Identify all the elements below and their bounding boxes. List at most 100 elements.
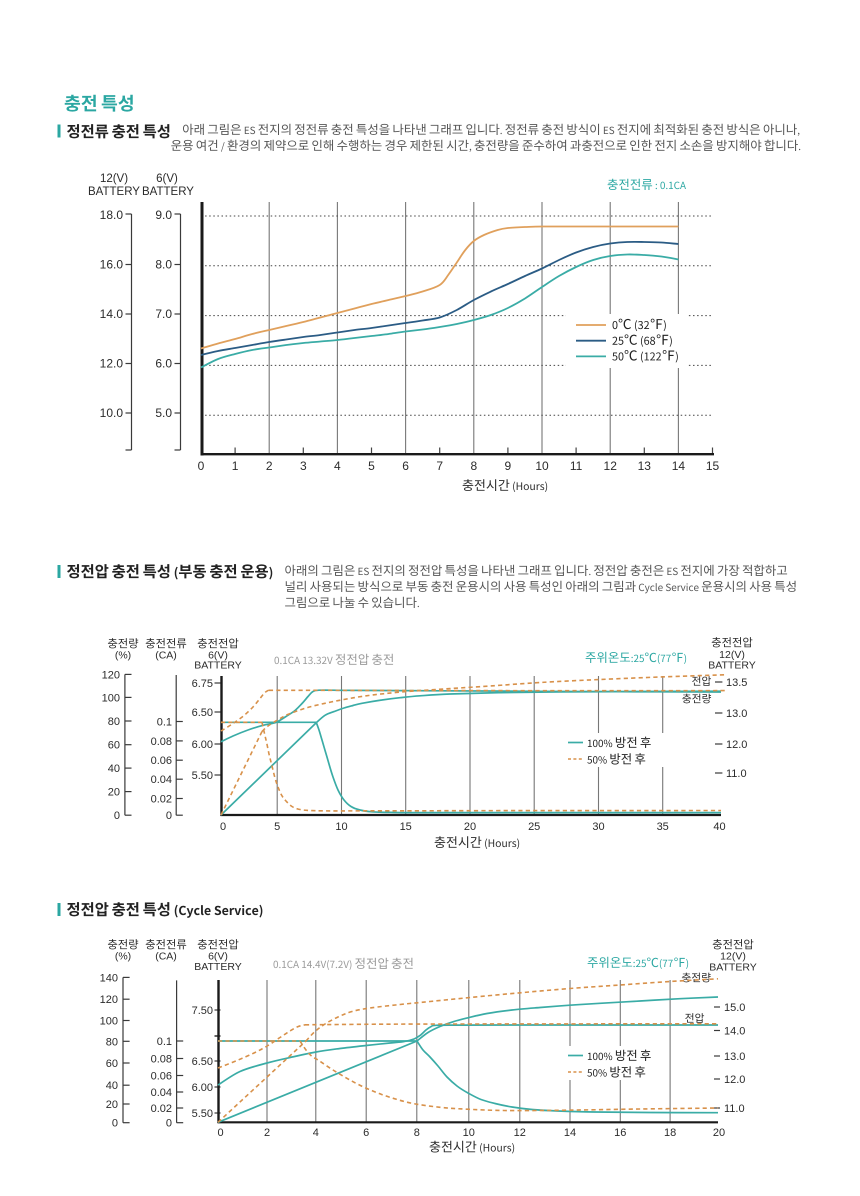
svg-text:6: 6 <box>363 1127 369 1139</box>
svg-text:BATTERY: BATTERY <box>88 186 140 198</box>
svg-text:11: 11 <box>570 459 583 473</box>
svg-text:16.0: 16.0 <box>100 258 124 272</box>
svg-text:BATTERY: BATTERY <box>194 660 241 672</box>
svg-text:6.75: 6.75 <box>192 678 213 690</box>
svg-text:0: 0 <box>220 821 226 833</box>
svg-text:5.50: 5.50 <box>192 770 213 782</box>
svg-text:35: 35 <box>657 821 669 833</box>
svg-text:0.08: 0.08 <box>151 736 172 748</box>
svg-text:0.1: 0.1 <box>157 717 172 729</box>
svg-text:11.0: 11.0 <box>724 1103 745 1115</box>
svg-text:5.50: 5.50 <box>192 1108 213 1120</box>
svg-text:0: 0 <box>198 459 205 473</box>
svg-text:60: 60 <box>108 740 120 752</box>
svg-text:12.0: 12.0 <box>726 739 747 751</box>
svg-text:10: 10 <box>463 1127 475 1139</box>
svg-text:0.04: 0.04 <box>151 1087 172 1099</box>
svg-text:6(V): 6(V) <box>156 173 178 185</box>
svg-text:16: 16 <box>614 1127 626 1139</box>
svg-text:6.0: 6.0 <box>155 357 172 371</box>
svg-text:13.5: 13.5 <box>726 677 747 689</box>
svg-text:5: 5 <box>274 821 280 833</box>
svg-text:120: 120 <box>102 669 120 681</box>
svg-text:BATTERY: BATTERY <box>142 186 194 198</box>
svg-text:80: 80 <box>106 1036 118 1048</box>
svg-text:4: 4 <box>313 1127 319 1139</box>
svg-text:20: 20 <box>464 821 476 833</box>
svg-text:0.1: 0.1 <box>157 1036 172 1048</box>
svg-text:20: 20 <box>106 1099 118 1111</box>
svg-text:8.0: 8.0 <box>155 258 172 272</box>
svg-text:(%): (%) <box>115 650 131 662</box>
svg-text:12.0: 12.0 <box>100 357 124 371</box>
svg-text:20: 20 <box>108 787 120 799</box>
svg-text:30: 30 <box>592 821 604 833</box>
svg-text:0: 0 <box>217 1127 223 1139</box>
svg-text:2: 2 <box>264 1127 270 1139</box>
svg-text:5.0: 5.0 <box>155 406 172 420</box>
svg-text:0.08: 0.08 <box>151 1054 172 1066</box>
svg-text:0.02: 0.02 <box>151 1103 172 1115</box>
svg-text:6(V): 6(V) <box>208 650 228 662</box>
svg-text:8: 8 <box>470 459 477 473</box>
svg-text:120: 120 <box>100 994 118 1006</box>
svg-text:40: 40 <box>108 763 120 775</box>
svg-text:12(V): 12(V) <box>719 649 745 661</box>
svg-text:12: 12 <box>604 459 618 473</box>
svg-text:13: 13 <box>638 459 652 473</box>
svg-text:(%): (%) <box>115 951 131 963</box>
svg-text:40: 40 <box>713 821 725 833</box>
svg-text:12(V): 12(V) <box>720 951 746 963</box>
svg-text:0.06: 0.06 <box>151 1071 172 1083</box>
svg-text:BATTERY: BATTERY <box>709 962 756 974</box>
svg-text:12.0: 12.0 <box>724 1074 745 1086</box>
svg-text:0: 0 <box>114 810 120 822</box>
svg-text:9.0: 9.0 <box>155 208 172 222</box>
svg-text:0: 0 <box>112 1118 118 1130</box>
svg-text:10: 10 <box>335 821 347 833</box>
svg-text:12(V): 12(V) <box>100 173 128 185</box>
svg-text:0.06: 0.06 <box>151 755 172 767</box>
svg-text:9: 9 <box>505 459 512 473</box>
svg-text:140: 140 <box>100 972 118 984</box>
svg-text:11.0: 11.0 <box>726 768 747 780</box>
svg-text:7.0: 7.0 <box>155 307 172 321</box>
svg-text:18.0: 18.0 <box>100 208 124 222</box>
svg-text:13.0: 13.0 <box>726 708 747 720</box>
svg-text:6.50: 6.50 <box>192 1056 213 1068</box>
svg-text:20: 20 <box>713 1127 725 1139</box>
svg-text:0: 0 <box>166 810 172 822</box>
svg-text:15: 15 <box>400 821 412 833</box>
svg-text:6: 6 <box>402 459 409 473</box>
svg-text:14: 14 <box>672 459 686 473</box>
svg-text:7: 7 <box>436 459 443 473</box>
svg-text:80: 80 <box>108 716 120 728</box>
svg-text:25: 25 <box>528 821 540 833</box>
svg-text:10.0: 10.0 <box>100 406 124 420</box>
svg-text:BATTERY: BATTERY <box>708 660 755 672</box>
svg-text:40: 40 <box>106 1080 118 1092</box>
svg-text:8: 8 <box>414 1127 420 1139</box>
svg-text:10: 10 <box>535 459 549 473</box>
svg-text:0.04: 0.04 <box>151 774 172 786</box>
svg-text:(CA): (CA) <box>155 951 177 963</box>
svg-text:6.50: 6.50 <box>192 707 213 719</box>
svg-text:1: 1 <box>232 459 239 473</box>
svg-text:6(V): 6(V) <box>208 951 228 963</box>
svg-text:4: 4 <box>334 459 341 473</box>
svg-text:6.00: 6.00 <box>192 739 213 751</box>
svg-text:15.0: 15.0 <box>724 1002 745 1014</box>
svg-text:BATTERY: BATTERY <box>194 961 241 973</box>
svg-text:0: 0 <box>166 1118 172 1130</box>
svg-text:2: 2 <box>266 459 273 473</box>
svg-text:60: 60 <box>106 1058 118 1070</box>
svg-text:3: 3 <box>300 459 307 473</box>
svg-text:14.0: 14.0 <box>100 307 124 321</box>
svg-text:7.50: 7.50 <box>192 1005 213 1017</box>
svg-text:18: 18 <box>664 1127 676 1139</box>
svg-text:14.0: 14.0 <box>724 1026 745 1038</box>
svg-text:(CA): (CA) <box>155 650 177 662</box>
svg-text:100: 100 <box>102 692 120 704</box>
svg-text:100: 100 <box>100 1016 118 1028</box>
svg-text:6.00: 6.00 <box>192 1082 213 1094</box>
